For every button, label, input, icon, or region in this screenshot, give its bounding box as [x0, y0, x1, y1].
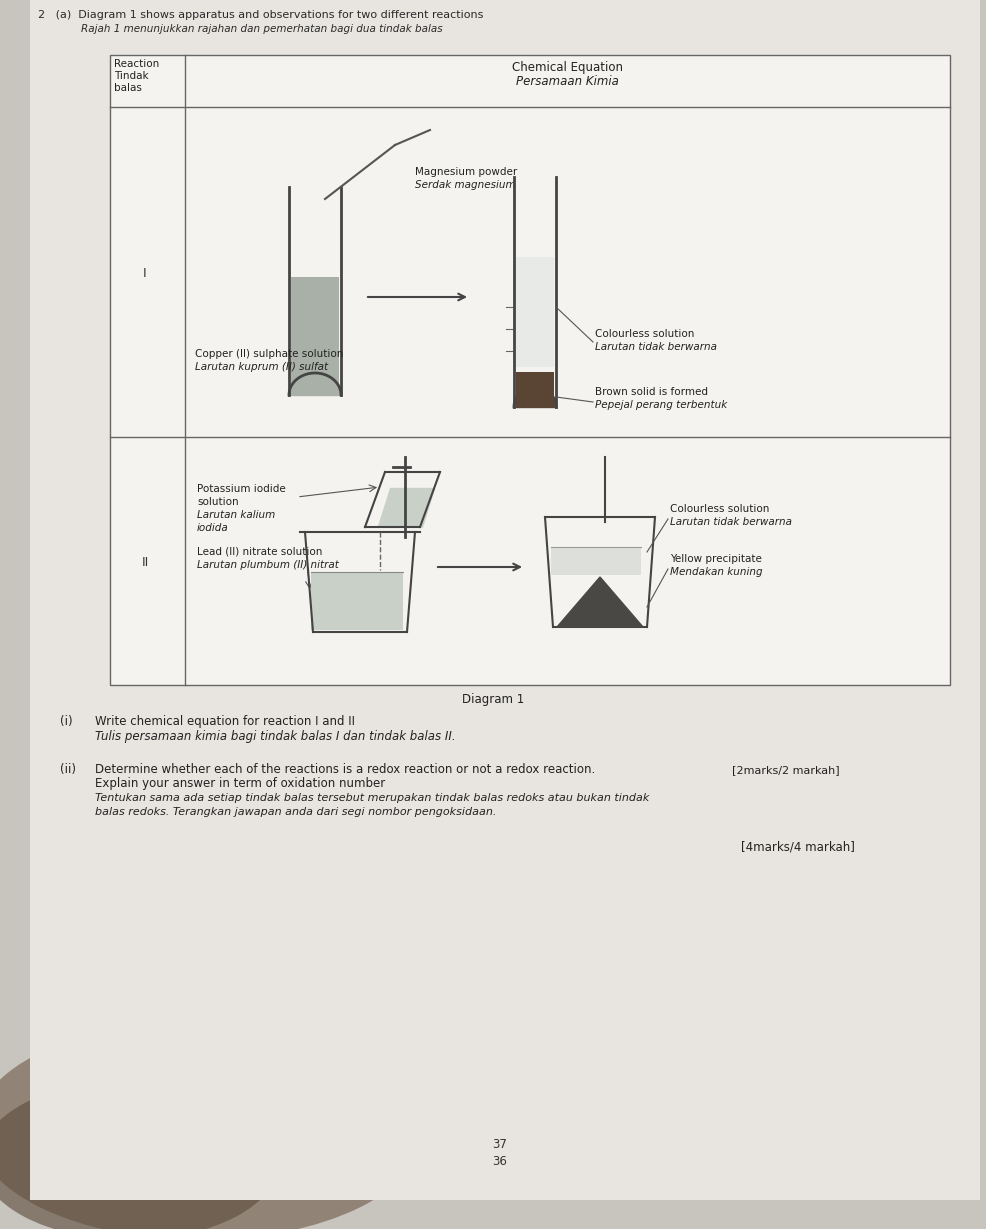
- Bar: [516, 372, 554, 407]
- Text: 2   (a)  Diagram 1 shows apparatus and observations for two different reactions: 2 (a) Diagram 1 shows apparatus and obse…: [38, 10, 483, 20]
- Text: Tulis persamaan kimia bagi tindak balas I dan tindak balas II.: Tulis persamaan kimia bagi tindak balas …: [95, 730, 456, 744]
- Text: balas: balas: [114, 84, 142, 93]
- Text: Colourless solution: Colourless solution: [670, 504, 769, 514]
- Bar: [110, 55, 950, 685]
- Text: 37: 37: [493, 1138, 508, 1152]
- Text: Copper (II) sulphate solution: Copper (II) sulphate solution: [195, 349, 343, 359]
- Text: Larutan kalium: Larutan kalium: [197, 510, 275, 520]
- Text: Determine whether each of the reactions is a redox reaction or not a redox react: Determine whether each of the reactions …: [95, 763, 596, 775]
- Text: [4marks/4 markah]: [4marks/4 markah]: [741, 841, 855, 854]
- Text: iodida: iodida: [197, 524, 229, 533]
- Text: Reaction: Reaction: [114, 59, 160, 69]
- Text: (i): (i): [60, 715, 73, 728]
- Bar: [311, 571, 403, 630]
- Text: Brown solid is formed: Brown solid is formed: [595, 387, 708, 397]
- Text: Explain your answer in term of oxidation number: Explain your answer in term of oxidation…: [95, 777, 386, 790]
- Text: I: I: [143, 267, 147, 280]
- Bar: [551, 547, 641, 575]
- Text: Larutan tidak berwarna: Larutan tidak berwarna: [595, 342, 717, 351]
- Text: Larutan tidak berwarna: Larutan tidak berwarna: [670, 517, 792, 527]
- Text: Rajah 1 menunjukkan rajahan dan pemerhatan bagi dua tindak balas: Rajah 1 menunjukkan rajahan dan pemerhat…: [55, 25, 443, 34]
- Text: Potassium iodide: Potassium iodide: [197, 484, 286, 494]
- Text: II: II: [141, 556, 149, 569]
- Bar: [291, 277, 339, 395]
- Text: Write chemical equation for reaction I and II: Write chemical equation for reaction I a…: [95, 715, 355, 728]
- Text: solution: solution: [197, 497, 239, 508]
- Text: (ii): (ii): [60, 763, 76, 775]
- Text: Persamaan Kimia: Persamaan Kimia: [516, 75, 618, 88]
- Text: Mendakan kuning: Mendakan kuning: [670, 567, 762, 576]
- Text: balas redoks. Terangkan jawapan anda dari segi nombor pengoksidaan.: balas redoks. Terangkan jawapan anda dar…: [95, 807, 496, 817]
- Text: Yellow precipitate: Yellow precipitate: [670, 554, 762, 564]
- Text: Chemical Equation: Chemical Equation: [512, 61, 622, 74]
- Text: Serdak magnesium: Serdak magnesium: [415, 179, 516, 190]
- Text: Tentukan sama ada setiap tindak balas tersebut merupakan tindak balas redoks ata: Tentukan sama ada setiap tindak balas te…: [95, 793, 650, 803]
- Polygon shape: [557, 576, 643, 627]
- Polygon shape: [379, 488, 435, 527]
- Text: Pepejal perang terbentuk: Pepejal perang terbentuk: [595, 399, 728, 410]
- Text: 36: 36: [493, 1155, 508, 1168]
- Text: Diagram 1: Diagram 1: [461, 693, 525, 705]
- Ellipse shape: [0, 1080, 280, 1229]
- Text: [2marks/2 markah]: [2marks/2 markah]: [733, 764, 840, 775]
- Text: Colourless solution: Colourless solution: [595, 329, 694, 339]
- Ellipse shape: [0, 1020, 425, 1229]
- Text: Larutan plumbum (II) nitrat: Larutan plumbum (II) nitrat: [197, 560, 339, 570]
- Text: Magnesium powder: Magnesium powder: [415, 167, 518, 177]
- Text: Larutan kuprum (II) sulfat: Larutan kuprum (II) sulfat: [195, 363, 328, 372]
- Bar: [516, 257, 554, 367]
- Text: Tindak: Tindak: [114, 71, 149, 81]
- Text: Lead (II) nitrate solution: Lead (II) nitrate solution: [197, 547, 322, 557]
